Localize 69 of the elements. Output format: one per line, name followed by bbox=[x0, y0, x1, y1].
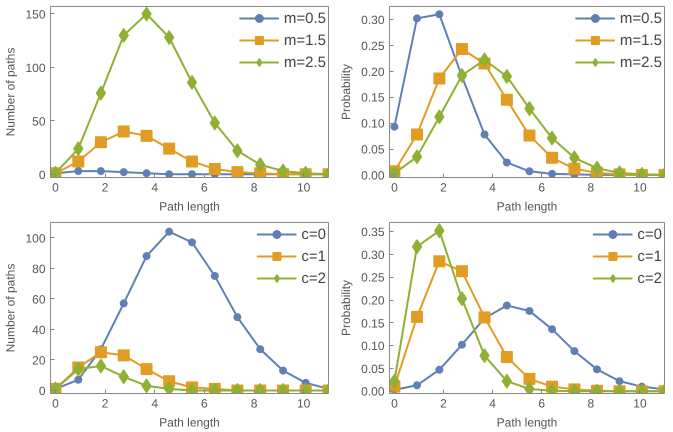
y-tick-label: 50 bbox=[32, 114, 46, 128]
y-tick-label: 0.30 bbox=[361, 12, 385, 27]
x-tick-label: 0 bbox=[391, 396, 398, 410]
y-tick-label: 20 bbox=[32, 353, 46, 368]
y-tick-label: 0.15 bbox=[361, 316, 385, 330]
y-tick-label: 0 bbox=[38, 384, 46, 398]
x-tick-label: 6 bbox=[538, 180, 546, 194]
y-tick-label: 150 bbox=[25, 7, 46, 22]
y-tick-label: 0.20 bbox=[361, 64, 385, 79]
y-axis-title: Probability bbox=[339, 64, 354, 120]
x-axis-title: Path length bbox=[496, 200, 558, 214]
legend-label: c=1 bbox=[301, 248, 326, 264]
y-tick-label: 0.25 bbox=[361, 38, 385, 53]
x-tick-label: 4 bbox=[151, 396, 158, 410]
y-tick-label: 0.10 bbox=[361, 339, 385, 354]
x-tick-label: 2 bbox=[102, 396, 109, 410]
x-axis-title: Path length bbox=[159, 416, 220, 430]
x-tick-label: 8 bbox=[588, 396, 594, 410]
x-tick-label: 10 bbox=[633, 180, 647, 194]
x-tick-label: 6 bbox=[538, 396, 546, 410]
y-tick-label: 0.30 bbox=[361, 248, 385, 262]
x-tick-label: 2 bbox=[440, 180, 448, 194]
x-tick-label: 10 bbox=[633, 396, 647, 410]
x-tick-label: 6 bbox=[201, 180, 208, 194]
y-tick-label: 100 bbox=[25, 60, 46, 75]
legend-label: c=0 bbox=[301, 226, 326, 242]
y-tick-label: 80 bbox=[32, 262, 46, 276]
x-tick-label: 0 bbox=[52, 396, 60, 410]
legend-label: c=1 bbox=[637, 248, 662, 264]
y-tick-label: 0.35 bbox=[361, 225, 385, 240]
x-tick-label: 2 bbox=[102, 180, 109, 194]
y-tick-label: 0.05 bbox=[361, 362, 385, 376]
x-axis-title: Path length bbox=[159, 200, 220, 214]
legend-label: m=1.5 bbox=[620, 32, 662, 48]
y-tick-label: 100 bbox=[25, 231, 46, 246]
y-tick-label: 40 bbox=[32, 322, 46, 337]
y-axis-title: Number of paths bbox=[3, 264, 18, 352]
y-tick-label: 0.20 bbox=[361, 294, 385, 308]
legend-label: m=1.5 bbox=[284, 32, 326, 48]
y-tick-label: 60 bbox=[32, 292, 46, 306]
x-tick-label: 8 bbox=[250, 180, 258, 194]
y-axis-title: Probability bbox=[339, 280, 354, 336]
y-tick-label: 0.25 bbox=[361, 270, 385, 285]
x-tick-label: 8 bbox=[250, 396, 258, 410]
legend-label: m=2.5 bbox=[620, 54, 662, 70]
x-axis-title: Path length bbox=[496, 416, 558, 430]
x-tick-label: 2 bbox=[440, 396, 448, 410]
x-tick-label: 10 bbox=[297, 396, 311, 410]
x-tick-label: 10 bbox=[297, 180, 311, 194]
legend-label: c=2 bbox=[301, 270, 326, 286]
y-axis-title: Number of paths bbox=[3, 48, 18, 136]
y-tick-label: 0.05 bbox=[361, 142, 385, 156]
y-tick-label: 0.15 bbox=[361, 90, 385, 105]
x-tick-label: 4 bbox=[151, 180, 158, 194]
y-tick-label: 0.00 bbox=[361, 384, 385, 399]
legend-label: m=2.5 bbox=[284, 54, 326, 70]
y-tick-label: 0.00 bbox=[361, 168, 385, 182]
x-tick-label: 6 bbox=[201, 396, 208, 410]
y-tick-label: 0 bbox=[38, 168, 46, 182]
legend-label: m=0.5 bbox=[284, 10, 326, 26]
x-tick-label: 8 bbox=[588, 180, 594, 194]
legend-label: c=0 bbox=[637, 226, 662, 242]
legend-label: m=0.5 bbox=[620, 10, 662, 26]
x-tick-label: 4 bbox=[489, 396, 496, 410]
x-tick-label: 0 bbox=[391, 180, 398, 194]
y-tick-label: 0.10 bbox=[361, 116, 385, 131]
legend-label: c=2 bbox=[637, 270, 662, 286]
x-tick-label: 0 bbox=[52, 180, 60, 194]
x-tick-label: 4 bbox=[489, 180, 496, 194]
